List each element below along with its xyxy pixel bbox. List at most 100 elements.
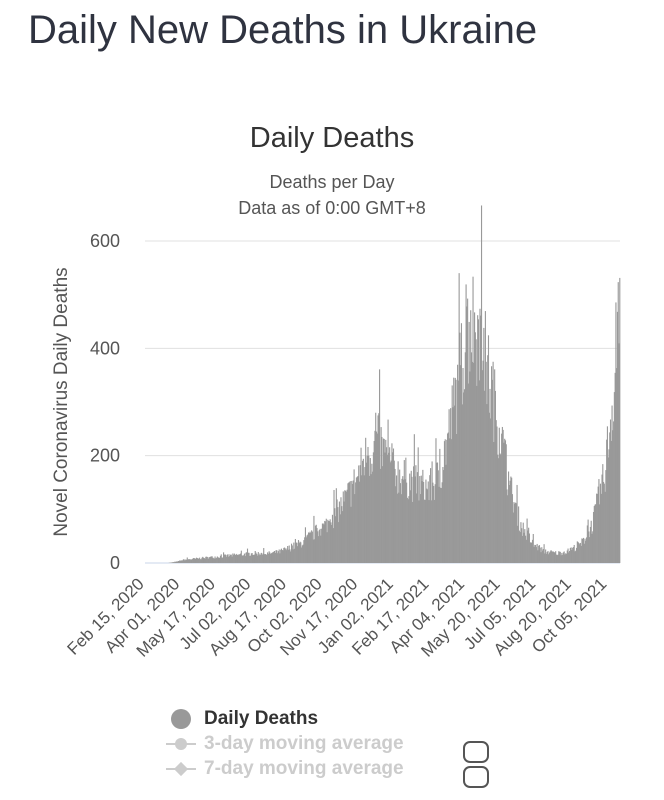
legend-item-daily-deaths[interactable]: Daily Deaths <box>166 706 404 731</box>
bar <box>435 438 437 563</box>
bar <box>314 539 316 563</box>
bar <box>436 462 439 563</box>
bar <box>283 547 285 563</box>
bar <box>543 544 545 563</box>
bar <box>525 539 527 563</box>
bar <box>616 368 618 563</box>
bar <box>474 332 476 563</box>
bar <box>604 491 606 563</box>
bar <box>504 438 506 563</box>
bar <box>350 506 352 563</box>
legend-item-7-day-average[interactable]: 7-day moving average <box>166 756 404 781</box>
bar <box>420 475 422 563</box>
bar <box>308 532 310 563</box>
bar <box>433 499 435 563</box>
bar <box>542 549 544 563</box>
bar <box>400 494 402 563</box>
bar <box>294 538 296 563</box>
bar <box>461 404 463 563</box>
bar <box>386 454 388 563</box>
bar <box>508 471 510 563</box>
bar <box>557 554 559 563</box>
bar <box>214 556 216 563</box>
bar <box>474 312 476 563</box>
bar <box>450 408 452 563</box>
bar <box>466 306 468 563</box>
bar <box>546 552 548 563</box>
bar <box>534 544 536 563</box>
bar <box>480 315 482 563</box>
bar <box>190 559 192 563</box>
bar <box>311 531 313 563</box>
bar <box>511 477 513 563</box>
bar <box>355 482 357 563</box>
bar <box>388 452 390 563</box>
bar <box>372 471 374 563</box>
bar <box>270 554 272 563</box>
bar <box>210 556 212 563</box>
bar <box>443 441 446 563</box>
bar <box>267 553 269 563</box>
bar <box>594 504 596 563</box>
bar <box>236 553 238 563</box>
bar <box>232 553 234 563</box>
bar <box>574 551 576 563</box>
bar <box>357 476 359 563</box>
bar <box>385 439 387 563</box>
y-tick-label: 400 <box>90 338 120 358</box>
bar <box>477 319 480 563</box>
bar <box>451 385 453 563</box>
bar <box>290 551 292 563</box>
bar <box>271 552 273 563</box>
bar <box>561 552 563 563</box>
bar <box>325 518 327 563</box>
bar <box>616 311 619 563</box>
bar <box>587 519 589 563</box>
bar <box>569 550 571 563</box>
toggle-7-day-average[interactable] <box>463 766 489 788</box>
bar <box>598 479 600 563</box>
bar <box>409 473 411 563</box>
bar <box>230 554 232 563</box>
bar <box>366 455 368 563</box>
bar <box>394 468 396 563</box>
bar <box>579 542 581 563</box>
bar <box>419 494 422 563</box>
bar <box>255 552 257 563</box>
bar <box>518 506 520 563</box>
toggle-3-day-average[interactable] <box>463 741 489 763</box>
bar <box>548 554 550 563</box>
bar <box>354 494 356 563</box>
bar <box>184 560 186 563</box>
bar <box>414 476 416 563</box>
bar <box>300 542 302 563</box>
bar <box>258 555 260 563</box>
bar <box>212 557 214 563</box>
bar <box>602 464 604 563</box>
bar <box>426 489 429 563</box>
bar <box>490 418 492 563</box>
bar <box>478 380 480 563</box>
bar <box>511 494 513 563</box>
bar <box>286 548 288 563</box>
bar <box>521 528 523 563</box>
bar <box>573 544 575 563</box>
bar <box>597 486 599 563</box>
bar <box>467 383 469 563</box>
bar <box>521 535 524 563</box>
bar <box>243 553 245 563</box>
bar <box>571 550 573 563</box>
bar <box>607 457 609 563</box>
bar <box>319 528 321 563</box>
legend-item-3-day-average[interactable]: 3-day moving average <box>166 731 404 756</box>
bar <box>189 559 191 563</box>
bar <box>368 475 371 563</box>
bar <box>385 447 388 563</box>
bar <box>450 439 452 563</box>
bar <box>339 514 341 563</box>
bar <box>358 465 360 563</box>
bar <box>464 352 466 563</box>
chart-subtitle: Deaths per Day <box>269 172 395 192</box>
bar <box>261 554 263 563</box>
bar <box>301 547 303 563</box>
